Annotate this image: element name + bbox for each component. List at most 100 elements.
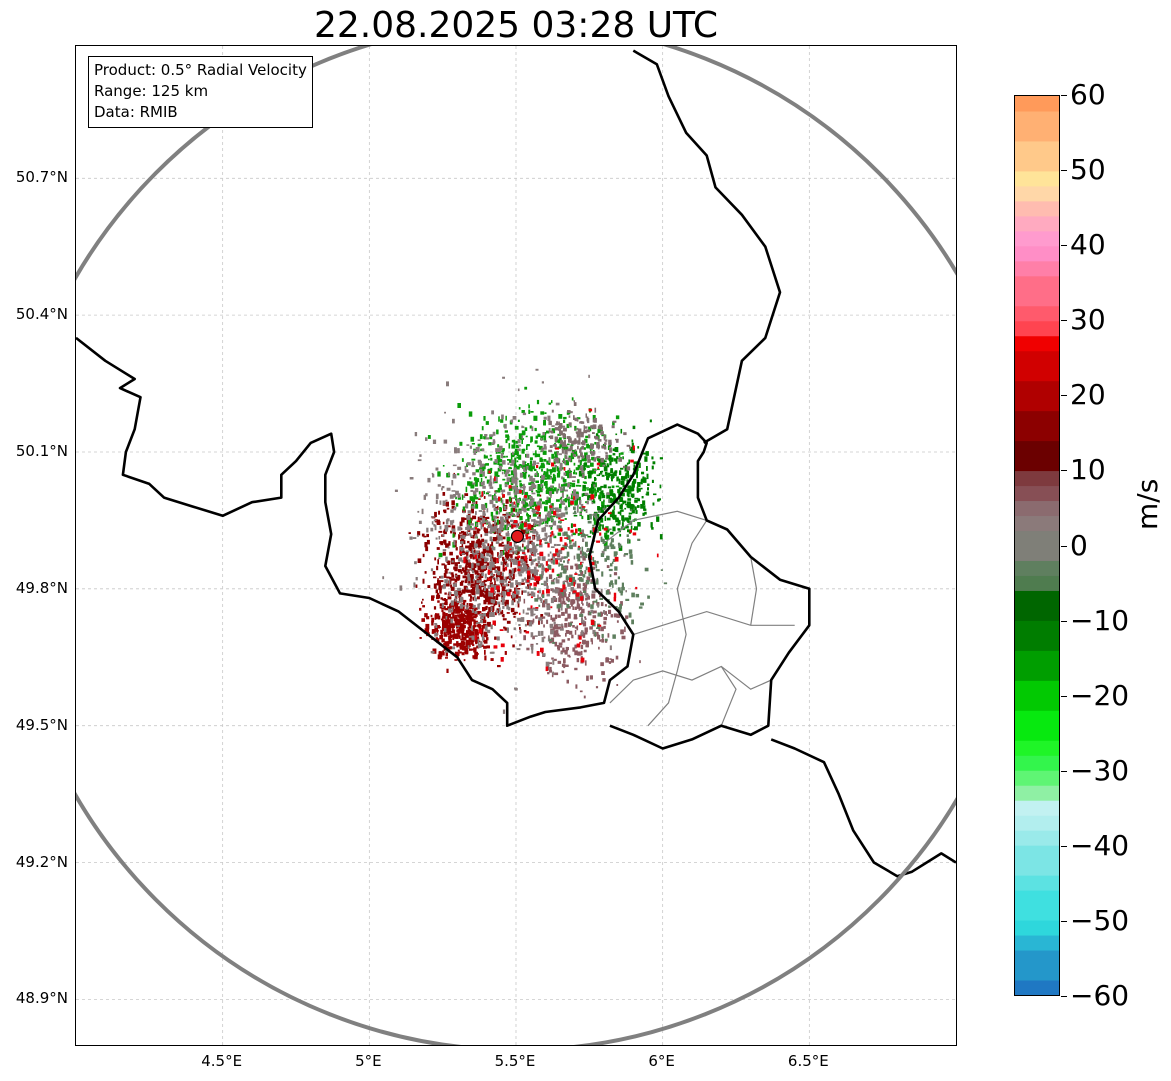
colorbar-tick-mark bbox=[1061, 770, 1067, 772]
echo-cluster bbox=[427, 386, 632, 577]
colorbar-tick-mark bbox=[1061, 920, 1067, 922]
colorbar-tick-mark bbox=[1061, 170, 1067, 172]
colorbar-band bbox=[1015, 620, 1059, 651]
info-range: Range: 125 km bbox=[94, 82, 209, 100]
colorbar-tick-label: −50 bbox=[1070, 903, 1130, 937]
country-border bbox=[76, 336, 811, 750]
lat-tick-label: 49.2°N bbox=[15, 852, 68, 871]
colorbar-tick-label: 0 bbox=[1070, 528, 1088, 562]
colorbar-band bbox=[1015, 245, 1059, 262]
colorbar-band bbox=[1015, 935, 1059, 951]
colorbar-tick-mark bbox=[1061, 545, 1067, 547]
colorbar-tick-label: −40 bbox=[1070, 828, 1130, 862]
colorbar-band bbox=[1015, 560, 1059, 576]
colorbar-band bbox=[1015, 260, 1059, 277]
colorbar-band bbox=[1015, 515, 1059, 532]
colorbar-tick-label: 10 bbox=[1070, 453, 1106, 487]
colorbar-band bbox=[1015, 185, 1059, 202]
admin-border bbox=[633, 610, 795, 636]
colorbar-band bbox=[1015, 320, 1059, 337]
lat-tick-label: 50.4°N bbox=[15, 305, 68, 324]
colorbar-tick-mark bbox=[1061, 395, 1067, 397]
colorbar-tick-mark bbox=[1061, 695, 1067, 697]
admin-border bbox=[720, 666, 737, 726]
admin-border bbox=[750, 556, 758, 626]
admin-border bbox=[647, 670, 678, 727]
info-data-source: Data: RMIB bbox=[94, 103, 178, 121]
colorbar-band bbox=[1015, 800, 1059, 816]
radar-map-canvas bbox=[76, 46, 956, 1045]
colorbar-unit-label: m/s bbox=[1131, 478, 1164, 530]
radar-map[interactable] bbox=[75, 45, 957, 1046]
lon-tick-label: 4.5°E bbox=[201, 1052, 243, 1070]
echo-cluster bbox=[541, 400, 631, 482]
colorbar-band bbox=[1015, 470, 1059, 487]
colorbar-tick-label: 40 bbox=[1070, 228, 1106, 262]
info-product: Product: 0.5° Radial Velocity bbox=[94, 61, 307, 79]
colorbar-tick-mark bbox=[1061, 845, 1067, 847]
colorbar-tick-mark bbox=[1061, 996, 1067, 997]
colorbar-band bbox=[1015, 590, 1059, 621]
lon-tick-label: 5°E bbox=[355, 1052, 382, 1070]
colorbar-band bbox=[1015, 980, 1059, 995]
colorbar-tick-label: 60 bbox=[1070, 78, 1106, 111]
colorbar-band bbox=[1015, 650, 1059, 681]
colorbar-band bbox=[1015, 500, 1059, 517]
colorbar-band bbox=[1015, 890, 1059, 921]
colorbar-band bbox=[1015, 830, 1059, 846]
colorbar-band bbox=[1015, 380, 1059, 412]
colorbar-band bbox=[1015, 845, 1059, 876]
colorbar-band bbox=[1015, 785, 1059, 801]
colorbar-band bbox=[1015, 200, 1059, 217]
lat-tick-label: 49.8°N bbox=[15, 578, 68, 597]
colorbar-band bbox=[1015, 815, 1059, 831]
colorbar-band bbox=[1015, 96, 1059, 112]
country-border bbox=[632, 49, 782, 445]
echo-cluster bbox=[517, 486, 668, 644]
colorbar-tick-label: −60 bbox=[1070, 979, 1130, 1012]
colorbar-band bbox=[1015, 410, 1059, 442]
colorbar-tick-label: 20 bbox=[1070, 378, 1106, 412]
colorbar-tick-label: −30 bbox=[1070, 753, 1130, 787]
velocity-colorbar bbox=[1014, 95, 1060, 996]
colorbar-tick-mark bbox=[1061, 95, 1067, 96]
colorbar-band bbox=[1015, 335, 1059, 352]
colorbar-band bbox=[1015, 215, 1059, 232]
colorbar-band bbox=[1015, 110, 1059, 142]
colorbar-band bbox=[1015, 770, 1059, 786]
echo-cluster bbox=[382, 368, 627, 714]
colorbar-band bbox=[1015, 140, 1059, 172]
colorbar-band bbox=[1015, 710, 1059, 741]
lat-tick-label: 50.1°N bbox=[15, 441, 68, 460]
colorbar-band bbox=[1015, 575, 1059, 591]
colorbar-band bbox=[1015, 350, 1059, 382]
admin-border bbox=[609, 665, 772, 704]
admin-border bbox=[603, 510, 707, 544]
colorbar-band bbox=[1015, 440, 1059, 472]
colorbar-tick-mark bbox=[1061, 245, 1067, 247]
lat-tick-label: 50.7°N bbox=[15, 168, 68, 187]
country-border bbox=[770, 738, 956, 878]
radar-site-marker bbox=[510, 529, 525, 543]
colorbar-band bbox=[1015, 740, 1059, 756]
lat-tick-label: 49.5°N bbox=[15, 715, 68, 734]
map-title: 22.08.2025 03:28 UTC bbox=[313, 5, 719, 46]
colorbar-band bbox=[1015, 170, 1059, 187]
admin-border bbox=[676, 520, 708, 672]
lon-tick-label: 6°E bbox=[648, 1052, 675, 1070]
lon-tick-label: 5.5°E bbox=[494, 1052, 536, 1070]
lat-tick-label: 48.9°N bbox=[15, 989, 68, 1008]
radar-echoes bbox=[382, 368, 668, 714]
colorbar-band bbox=[1015, 530, 1059, 561]
colorbar-tick-mark bbox=[1061, 470, 1067, 472]
echo-cluster bbox=[459, 408, 659, 672]
colorbar-tick-label: −20 bbox=[1070, 678, 1130, 712]
colorbar-tick-mark bbox=[1061, 320, 1067, 322]
colorbar-tick-label: 50 bbox=[1070, 153, 1106, 187]
colorbar-tick-label: 30 bbox=[1070, 303, 1106, 337]
colorbar-band bbox=[1015, 485, 1059, 502]
colorbar-band bbox=[1015, 875, 1059, 891]
colorbar-band bbox=[1015, 755, 1059, 771]
colorbar-band bbox=[1015, 920, 1059, 936]
info-box: Product: 0.5° Radial Velocity Range: 125… bbox=[88, 56, 313, 128]
